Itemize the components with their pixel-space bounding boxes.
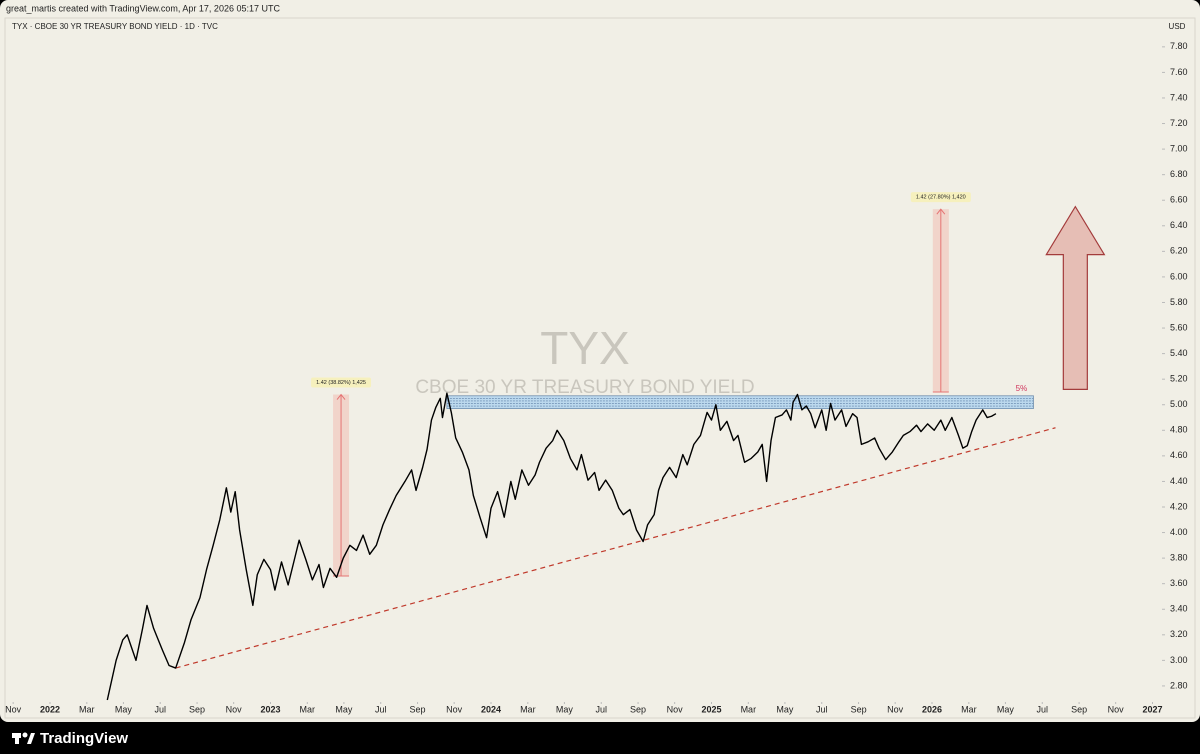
x-tick-label: 2025	[701, 704, 721, 714]
plot: 2.80 3.00 3.20 3.40 3.60 3.80 4.00 4.20 4.40 4.60…	[5, 41, 1187, 714]
brand-logo	[12, 732, 35, 744]
y-tick-label: 6.40	[1170, 220, 1188, 230]
x-tick-label: May	[556, 704, 574, 714]
x-tick-label: Sep	[410, 704, 426, 714]
y-tick-label: 3.60	[1170, 578, 1188, 588]
trendline	[175, 427, 1056, 669]
zone-label: 5%	[1016, 384, 1028, 393]
x-tick-label: Nov	[667, 704, 684, 714]
target-arrow	[1045, 205, 1106, 390]
x-tick-label: 2024	[481, 704, 501, 714]
y-tick-label: 4.00	[1170, 527, 1188, 537]
brand: TradingView	[40, 730, 128, 747]
measure-label: 1.42 (38.82%) 1,425	[316, 380, 366, 386]
measure-head	[936, 208, 946, 215]
y-tick-label: 5.60	[1170, 322, 1188, 332]
currency: USD	[1169, 22, 1186, 31]
x-tick-label: Jul	[595, 704, 607, 714]
y-tick-label: 5.80	[1170, 297, 1188, 307]
x-tick-label: 2022	[40, 704, 60, 714]
x-tick-label: 2026	[922, 704, 942, 714]
y-tick-label: 7.60	[1170, 67, 1188, 77]
y-tick-label: 5.20	[1170, 374, 1188, 384]
credit: great_martis created with TradingView.co…	[6, 3, 280, 13]
x-tick-label: May	[997, 704, 1015, 714]
y-tick-label: 6.20	[1170, 246, 1188, 256]
x-tick-label: Mar	[741, 704, 757, 714]
y-tick-label: 5.00	[1170, 399, 1188, 409]
y-tick-label: 3.40	[1170, 604, 1188, 614]
x-tick-label: Sep	[189, 704, 205, 714]
x-tick-label: Sep	[630, 704, 646, 714]
chart-frame	[4, 17, 1196, 719]
x-tick-label: May	[776, 704, 794, 714]
x-tick-label: Jul	[1036, 704, 1048, 714]
chart-title: TYX · CBOE 30 YR TREASURY BOND YIELD · 1…	[12, 22, 218, 31]
x-tick-label: Mar	[79, 704, 95, 714]
y-tick-label: 6.60	[1170, 195, 1188, 205]
y-tick-label: 7.00	[1170, 143, 1188, 153]
x-tick-label: Sep	[1071, 704, 1087, 714]
y-tick-label: 5.40	[1170, 348, 1188, 358]
measure-head	[336, 393, 346, 400]
y-tick-label: 6.80	[1170, 169, 1188, 179]
y-tick-label: 4.80	[1170, 425, 1188, 435]
x-tick-label: Jul	[154, 704, 166, 714]
x-tick-label: Jul	[816, 704, 828, 714]
x-tick-label: Mar	[961, 704, 977, 714]
y-tick-label: 3.80	[1170, 552, 1188, 562]
x-tick-label: May	[335, 704, 353, 714]
measure-label: 1.42 (27.80%) 1,420	[916, 195, 966, 201]
x-tick-label: 2027	[1142, 704, 1162, 714]
x-tick-label: Nov	[1108, 704, 1125, 714]
y-tick-label: 3.00	[1170, 655, 1188, 665]
watermark-symbol: TYX	[540, 322, 629, 374]
x-tick-label: May	[115, 704, 133, 714]
x-tick-label: Mar	[300, 704, 316, 714]
y-tick-label: 4.20	[1170, 501, 1188, 511]
price-line	[106, 392, 997, 701]
measure-label-box	[311, 377, 372, 388]
y-tick-label: 4.60	[1170, 450, 1188, 460]
x-tick-label: Nov	[5, 704, 22, 714]
x-tick-label: Nov	[887, 704, 904, 714]
y-tick-label: 7.40	[1170, 92, 1188, 102]
x-tick-label: 2023	[260, 704, 280, 714]
x-tick-label: Jul	[375, 704, 387, 714]
y-tick-label: 7.80	[1170, 41, 1188, 51]
x-tick-label: Sep	[851, 704, 867, 714]
y-tick-label: 4.40	[1170, 476, 1188, 486]
y-tick-label: 6.00	[1170, 271, 1188, 281]
y-tick-label: 7.20	[1170, 118, 1188, 128]
x-tick-label: Nov	[446, 704, 463, 714]
x-tick-label: Nov	[226, 704, 243, 714]
measure-label-box	[910, 192, 971, 203]
x-tick-label: Mar	[520, 704, 536, 714]
resistance-zone	[446, 395, 1034, 409]
footer	[0, 722, 1200, 754]
watermark-name: CBOE 30 YR TREASURY BOND YIELD	[415, 377, 754, 398]
y-tick-label: 2.80	[1170, 680, 1188, 690]
y-tick-label: 3.20	[1170, 629, 1188, 639]
